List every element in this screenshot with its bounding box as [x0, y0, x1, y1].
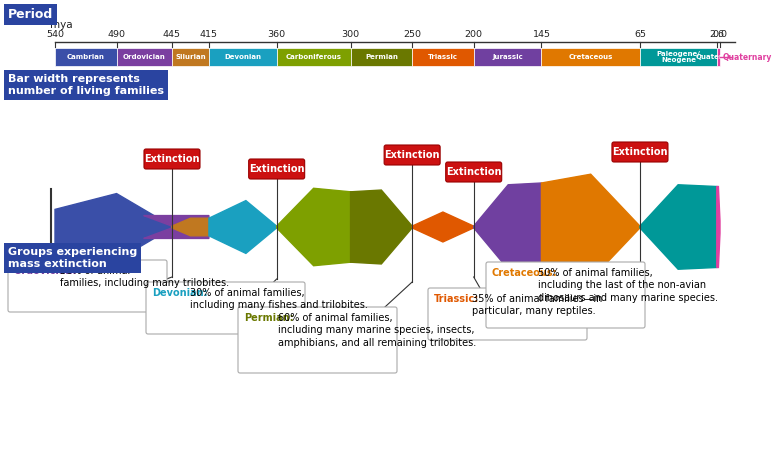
Text: 445: 445 [163, 30, 181, 39]
Text: 540: 540 [46, 30, 64, 39]
Polygon shape [55, 194, 172, 261]
Text: 2.6: 2.6 [709, 30, 725, 39]
Text: Triassic:: Triassic: [434, 294, 479, 304]
Polygon shape [144, 216, 209, 238]
Polygon shape [541, 174, 640, 280]
Text: 250: 250 [403, 30, 421, 39]
Text: Cretaceous: Cretaceous [569, 54, 613, 60]
Text: Cretaceous:: Cretaceous: [492, 268, 558, 278]
Text: mya: mya [50, 20, 73, 30]
Polygon shape [717, 187, 720, 267]
Text: 50% of animal families,
including the last of the non-avian
dinosaurs and many m: 50% of animal families, including the la… [538, 268, 718, 303]
Bar [116, 48, 172, 66]
Text: Extinction: Extinction [385, 150, 440, 160]
Text: 200: 200 [465, 30, 483, 39]
Text: Extinction: Extinction [249, 164, 304, 174]
Bar [541, 48, 640, 66]
FancyBboxPatch shape [146, 282, 305, 334]
Text: Ordovician: Ordovician [123, 54, 165, 60]
Text: Extinction: Extinction [612, 147, 668, 157]
Polygon shape [209, 201, 277, 253]
Bar [350, 48, 412, 66]
Bar [473, 48, 541, 66]
Polygon shape [640, 185, 717, 269]
Polygon shape [350, 190, 412, 264]
Text: 145: 145 [533, 30, 551, 39]
FancyBboxPatch shape [249, 159, 305, 179]
Text: 30% of animal families,
including many fishes and trilobites.: 30% of animal families, including many f… [190, 288, 367, 310]
Text: 360: 360 [268, 30, 285, 39]
Bar [412, 48, 473, 66]
Text: Extinction: Extinction [144, 154, 200, 164]
Text: Permian:: Permian: [244, 313, 293, 323]
Bar [717, 48, 720, 66]
Bar [55, 48, 116, 66]
FancyBboxPatch shape [428, 288, 587, 340]
Bar [640, 48, 717, 66]
Text: Period: Period [8, 8, 53, 21]
Text: 50% of animal
families, including many trilobites.: 50% of animal families, including many t… [60, 266, 229, 288]
Text: 415: 415 [200, 30, 218, 39]
Polygon shape [412, 212, 473, 242]
FancyBboxPatch shape [384, 145, 440, 165]
Text: 60% of animal families,
including many marine species, insects,
amphibians, and : 60% of animal families, including many m… [278, 313, 476, 348]
Text: Triassic: Triassic [428, 54, 458, 60]
Bar [277, 48, 350, 66]
Text: Permian: Permian [365, 54, 398, 60]
Text: Paleogene/
Neogene: Paleogene/ Neogene [657, 51, 700, 63]
FancyBboxPatch shape [144, 149, 200, 169]
Text: Devonian:: Devonian: [152, 288, 207, 298]
Text: Bar width represents
number of living families: Bar width represents number of living fa… [8, 74, 164, 96]
Text: 0.0: 0.0 [712, 30, 728, 39]
Text: 65: 65 [634, 30, 646, 39]
FancyBboxPatch shape [8, 260, 167, 312]
Text: Jurassic: Jurassic [492, 54, 523, 60]
Text: Ordovician:: Ordovician: [14, 266, 77, 276]
Text: Quaternary: Quaternary [723, 53, 772, 61]
Text: Groups experiencing
mass extinction: Groups experiencing mass extinction [8, 247, 137, 268]
Text: Devonian: Devonian [225, 54, 261, 60]
Text: Extinction: Extinction [446, 167, 502, 177]
Polygon shape [172, 218, 209, 236]
Bar [172, 48, 209, 66]
FancyBboxPatch shape [486, 262, 645, 328]
Text: 35% of animal families—in
particular, many reptiles.: 35% of animal families—in particular, ma… [472, 294, 602, 316]
Text: 300: 300 [342, 30, 360, 39]
FancyBboxPatch shape [612, 142, 668, 162]
Bar [209, 48, 277, 66]
Text: Silurian: Silurian [176, 54, 206, 60]
Polygon shape [473, 183, 541, 271]
FancyBboxPatch shape [238, 307, 397, 373]
Text: Cambrian: Cambrian [67, 54, 105, 60]
FancyBboxPatch shape [445, 162, 502, 182]
Polygon shape [277, 188, 350, 266]
Text: 490: 490 [108, 30, 126, 39]
Text: Carboniferous: Carboniferous [285, 54, 342, 60]
Text: Quaternary: Quaternary [696, 54, 741, 60]
